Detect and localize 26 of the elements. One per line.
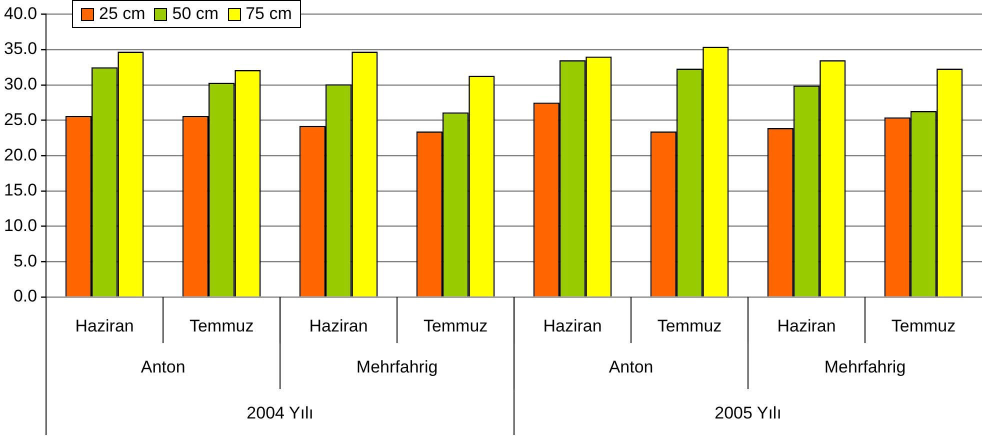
- y-tick-label: 20.0: [4, 145, 38, 164]
- text: Mehrfahrig: [824, 358, 906, 377]
- text: Anton: [608, 358, 654, 377]
- legend-label: 25 cm: [99, 4, 146, 24]
- x-tick-label: Haziran: [75, 316, 134, 336]
- legend-label: 75 cm: [246, 4, 292, 24]
- x-tick-label: Haziran: [543, 316, 602, 336]
- y-tick-label: 35.0: [4, 39, 38, 58]
- text: Mehrfahrig: [356, 358, 438, 377]
- y-tick-label: 25.0: [4, 110, 38, 129]
- x-tick-label: Temmuz: [891, 316, 956, 336]
- y-tick-label: 30.0: [4, 74, 38, 94]
- x-tick-label: Temmuz: [189, 316, 254, 336]
- y-tick-label: 10.0: [4, 216, 38, 235]
- y-tick-label: 40.0: [4, 4, 38, 23]
- legend-label: 50 cm: [172, 4, 219, 24]
- y-tick-label: 15.0: [4, 180, 38, 200]
- x-tick-label: Temmuz: [657, 316, 722, 336]
- text: 2005 Yılı: [714, 404, 782, 423]
- text: Anton: [140, 358, 186, 377]
- y-tick-label: 5.0: [13, 251, 38, 270]
- x-tick-label: Haziran: [777, 316, 836, 336]
- text: 2004 Yılı: [246, 404, 314, 423]
- x-tick-label: Temmuz: [423, 316, 488, 336]
- y-tick-label: 0.0: [13, 286, 38, 306]
- x-tick-label: Haziran: [309, 316, 368, 336]
